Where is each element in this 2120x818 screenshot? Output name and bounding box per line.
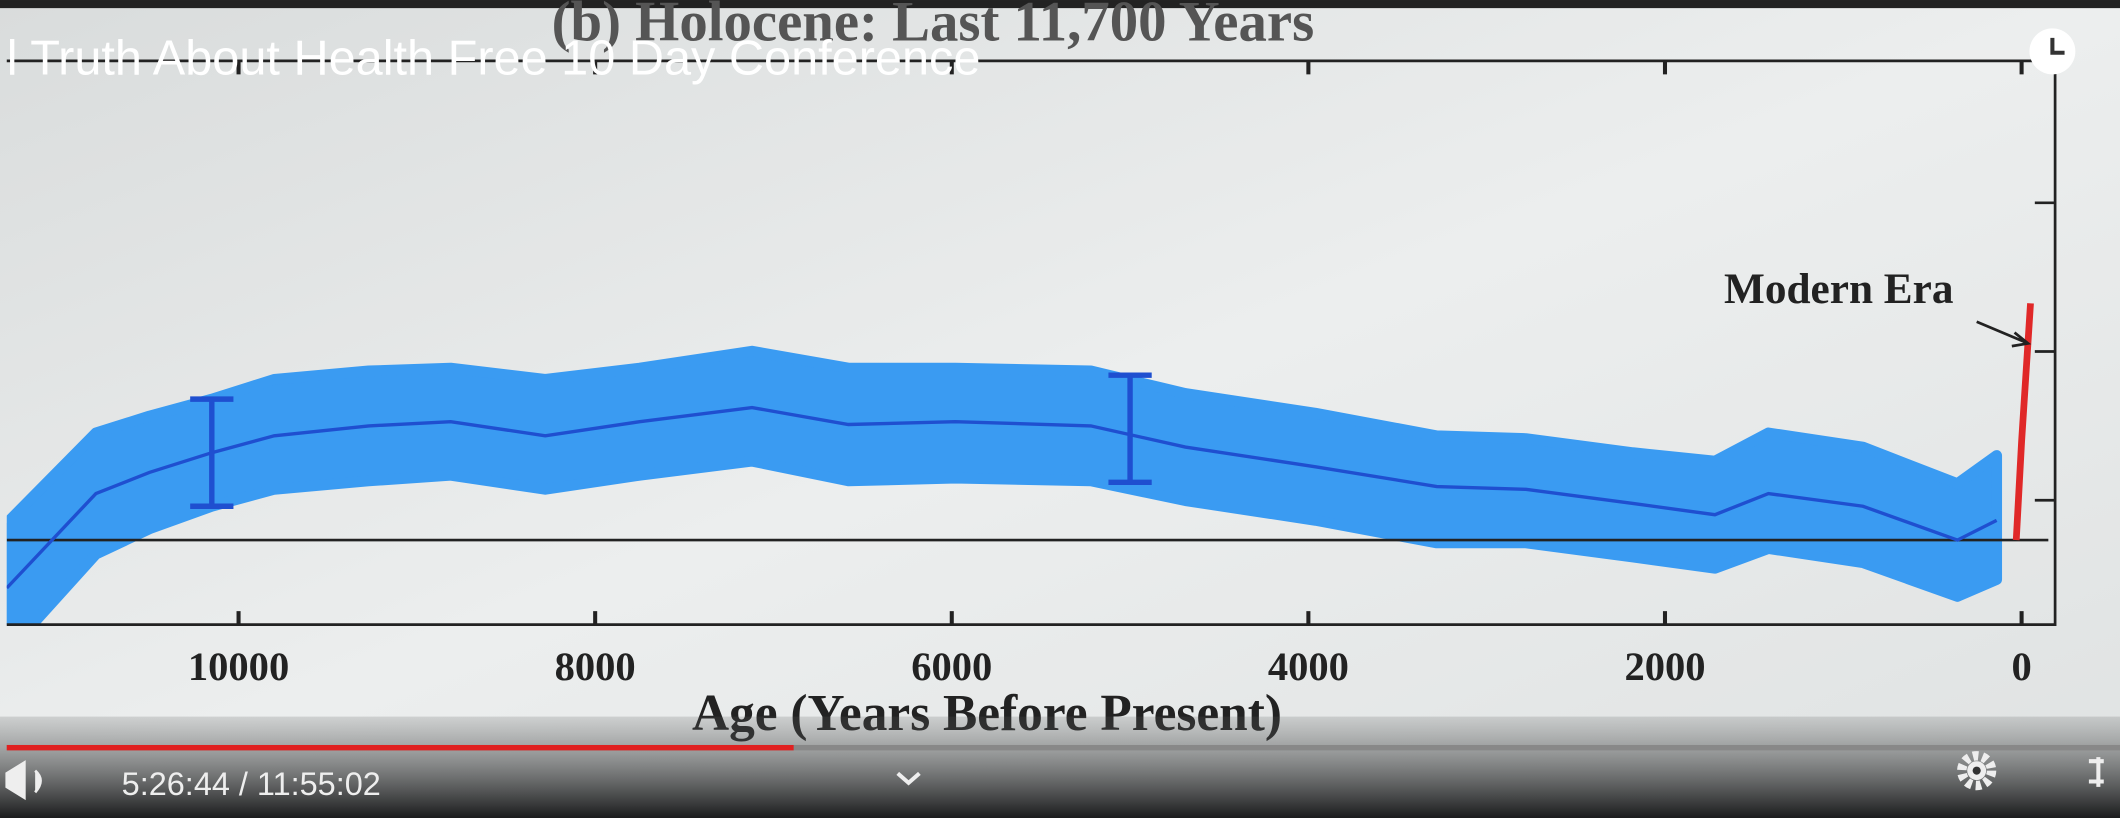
screen: (b) Holocene: Last 11,700 Years100008000… xyxy=(0,0,2120,818)
page: {"player": {"title": "l Truth About Heal… xyxy=(0,0,2120,818)
x-tick-label: 2000 xyxy=(1624,644,1705,689)
time-display: 5:26:44 / 11:55:02 xyxy=(122,766,381,802)
x-tick-label: 10000 xyxy=(188,644,289,689)
x-tick-label: 8000 xyxy=(555,644,636,689)
annotation: Modern Era xyxy=(1724,265,1953,313)
x-tick-label: 4000 xyxy=(1268,644,1349,689)
progress-played[interactable] xyxy=(7,745,794,750)
video-title[interactable]: l Truth About Health Free 10 Day Confere… xyxy=(7,31,981,85)
x-tick-label: 0 xyxy=(2011,644,2031,689)
x-tick-label: 6000 xyxy=(911,644,992,689)
watch-later-icon[interactable] xyxy=(2029,28,2075,74)
